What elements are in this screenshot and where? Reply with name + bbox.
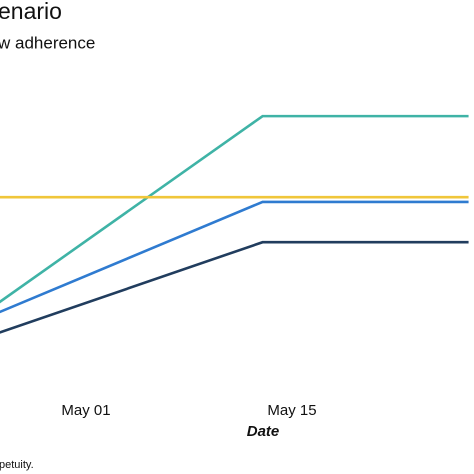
x-tick-label: May 01 (61, 402, 110, 419)
footnote: petuity. (0, 459, 34, 471)
chart-subtitle: w adherence (0, 33, 95, 52)
line-series (0, 200, 469, 314)
x-axis-label: Date (247, 423, 280, 440)
x-tick-label: May 15 (267, 402, 316, 419)
chart-title: enario (0, 0, 62, 24)
line-series (0, 240, 469, 334)
line-series (0, 114, 469, 304)
